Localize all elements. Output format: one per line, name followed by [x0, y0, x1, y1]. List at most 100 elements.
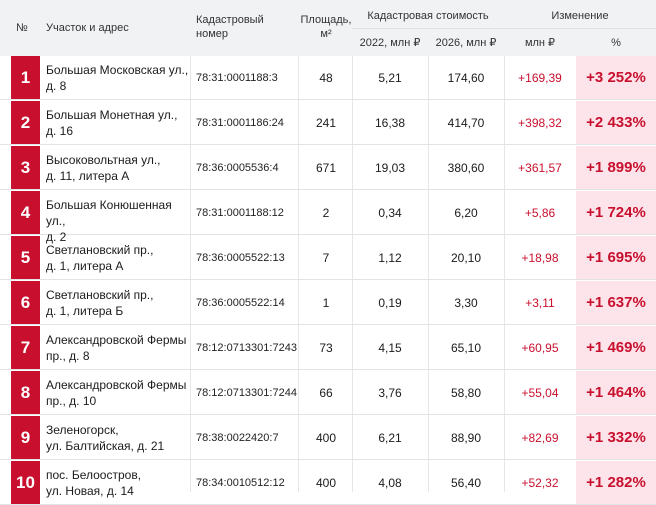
header-cadastral-line1: Кадастровый: [196, 14, 264, 26]
header-value-group: Кадастровая стоимость: [367, 10, 489, 22]
address-line1: Александровской Фермы: [46, 333, 187, 347]
address-cell: Александровской Фермы пр., д. 8: [46, 332, 191, 364]
address-line1: Александровской Фермы: [46, 378, 187, 392]
change-percent: +1 332%: [576, 416, 656, 459]
header-area: Площадь, м²: [300, 13, 352, 41]
cadastral-number: 78:36:0005536:4: [196, 161, 279, 174]
address-line1: Светлановский пр.,: [46, 288, 154, 302]
address-cell: Большая Московская ул., д. 8: [46, 62, 191, 94]
area-value: 7: [322, 250, 330, 265]
change-percent: +1 282%: [576, 461, 656, 504]
table-row: 5 Светлановский пр., д. 1, литера А 78:36:0…: [0, 236, 656, 280]
value-2022: 1,12: [378, 250, 402, 265]
change-rub: +52,32: [521, 475, 559, 490]
change-percent: +1 899%: [576, 146, 656, 189]
change-rub: +55,04: [521, 385, 559, 400]
address-cell: Светлановский пр., д. 1, литера Б: [46, 287, 191, 319]
header-area-line1: Площадь,: [300, 14, 352, 26]
cadastral-number: 78:34:0010512:12: [196, 476, 285, 489]
table-row: 8 Александровской Фермы пр., д. 10 78:12:07…: [0, 371, 656, 415]
address-line2: ул. Новая, д. 14: [46, 484, 134, 498]
column-divider: [352, 56, 353, 492]
area-value: 48: [319, 70, 333, 85]
table-row: 1 Большая Московская ул., д. 8 78:31:000118…: [0, 56, 656, 100]
header-num: №: [16, 22, 28, 34]
address-line1: Высоковольтная ул.,: [46, 153, 161, 167]
change-percent: +1 469%: [576, 326, 656, 369]
cadastral-number: 78:12:0713301:7243: [196, 341, 297, 354]
cadastral-number: 78:31:0001188:3: [196, 71, 278, 84]
table-row: 2 Большая Монетная ул., д. 16 78:31:0001186…: [0, 101, 656, 145]
address-line2: пр., д. 10: [46, 394, 97, 408]
address-line1: Большая Конюшенная ул.,: [46, 198, 172, 228]
table-row: 10 пос. Белоостров, ул. Новая, д. 14 78:34:…: [0, 461, 656, 505]
address-cell: Большая Конюшенная ул., д. 2: [46, 197, 191, 245]
table-row: 4 Большая Конюшенная ул., д. 2 78:31:000118…: [0, 191, 656, 244]
table-header: № Участок и адрес Кадастровый номер Площ…: [0, 0, 656, 56]
area-value: 1: [322, 295, 330, 310]
header-change-pct: %: [611, 37, 621, 49]
change-rub: +5,86: [524, 205, 556, 220]
header-value-2022: 2022, млн ₽: [359, 37, 421, 49]
column-divider: [504, 56, 505, 492]
value-2026: 56,40: [450, 475, 482, 490]
address-line1: Зеленогорск,: [46, 423, 119, 437]
rank-badge: 7: [11, 326, 40, 369]
address-line1: пос. Белоостров,: [46, 468, 142, 482]
address-line2: д. 11, литера А: [46, 169, 130, 183]
change-percent: +2 433%: [576, 101, 656, 144]
value-2022: 4,08: [378, 475, 402, 490]
value-2026: 6,20: [454, 205, 478, 220]
area-value: 2: [322, 205, 330, 220]
rank-badge: 2: [11, 101, 40, 144]
address-cell: Высоковольтная ул., д. 11, литера А: [46, 152, 191, 184]
area-value: 400: [315, 430, 337, 445]
address-line2: д. 1, литера А: [46, 259, 124, 273]
value-2026: 380,60: [447, 160, 485, 175]
change-rub: +18,98: [521, 250, 559, 265]
rank-badge: 8: [11, 371, 40, 414]
value-2026: 20,10: [450, 250, 482, 265]
change-rub: +3,11: [525, 295, 555, 310]
address-line2: пр., д. 8: [46, 349, 90, 363]
value-2022: 4,15: [378, 340, 402, 355]
value-2022: 16,38: [374, 115, 406, 130]
address-line2: ул. Балтийская, д. 21: [46, 439, 165, 453]
address-line2: д. 16: [46, 124, 74, 138]
rank-badge: 6: [11, 281, 40, 324]
header-cadastral: Кадастровый номер: [196, 13, 264, 41]
header-area-line2: м²: [320, 28, 332, 40]
address-cell: пос. Белоостров, ул. Новая, д. 14: [46, 467, 191, 499]
change-percent: +1 695%: [576, 236, 656, 279]
header-divider: [352, 28, 656, 29]
header-address: Участок и адрес: [46, 22, 129, 34]
address-line1: Большая Московская ул.,: [46, 63, 189, 77]
rank-badge: 1: [11, 56, 40, 99]
header-change-group: Изменение: [551, 10, 609, 22]
value-2026: 414,70: [447, 115, 485, 130]
value-2022: 5,21: [378, 70, 402, 85]
value-2026: 88,90: [450, 430, 482, 445]
cadastral-number: 78:38:0022420:7: [196, 431, 279, 444]
address-line2: д. 1, литера Б: [46, 304, 124, 318]
address-cell: Большая Монетная ул., д. 16: [46, 107, 191, 139]
address-line1: Светлановский пр.,: [46, 243, 154, 257]
column-divider: [190, 56, 191, 492]
change-rub: +169,39: [518, 70, 562, 85]
value-2022: 19,03: [374, 160, 406, 175]
value-2022: 3,76: [378, 385, 402, 400]
address-line2: д. 8: [46, 79, 67, 93]
area-value: 73: [319, 340, 333, 355]
value-2026: 3,30: [454, 295, 478, 310]
address-line2: д. 2: [46, 230, 67, 244]
address-cell: Зеленогорск, ул. Балтийская, д. 21: [46, 422, 191, 454]
value-2022: 0,34: [378, 205, 402, 220]
cadastral-number: 78:12:0713301:7244: [196, 386, 297, 399]
change-rub: +398,32: [518, 115, 562, 130]
value-2026: 174,60: [447, 70, 485, 85]
rank-badge: 5: [11, 236, 40, 279]
value-2022: 6,21: [378, 430, 402, 445]
address-cell: Александровской Фермы пр., д. 10: [46, 377, 191, 409]
header-change-rub: млн ₽: [524, 37, 556, 49]
table-row: 9 Зеленогорск, ул. Балтийская, д. 21 78:38:…: [0, 416, 656, 460]
